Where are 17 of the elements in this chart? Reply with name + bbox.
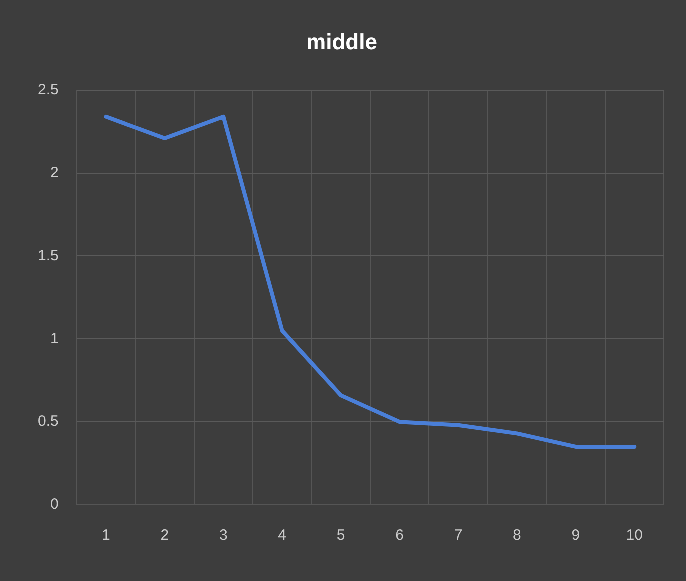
y-tick-label: 2.5 — [38, 82, 59, 99]
x-tick-label: 1 — [102, 527, 110, 544]
x-tick-label: 4 — [278, 527, 287, 544]
x-tick-label: 8 — [513, 527, 522, 544]
x-tick-label: 10 — [626, 527, 643, 544]
y-tick-label: 0 — [50, 496, 59, 514]
y-tick-label: 1.5 — [38, 247, 59, 264]
y-tick-label: 0.5 — [38, 413, 59, 430]
y-tick-label: 2 — [50, 164, 59, 182]
x-tick-label: 3 — [219, 527, 228, 544]
x-tick-label: 2 — [160, 527, 170, 544]
x-tick-label: 9 — [572, 527, 580, 544]
x-tick-label: 5 — [336, 527, 346, 544]
chart-title: middle — [306, 29, 378, 54]
x-tick-label: 7 — [454, 527, 463, 544]
x-tick-label: 6 — [396, 527, 404, 544]
y-tick-label: 1 — [50, 330, 59, 348]
